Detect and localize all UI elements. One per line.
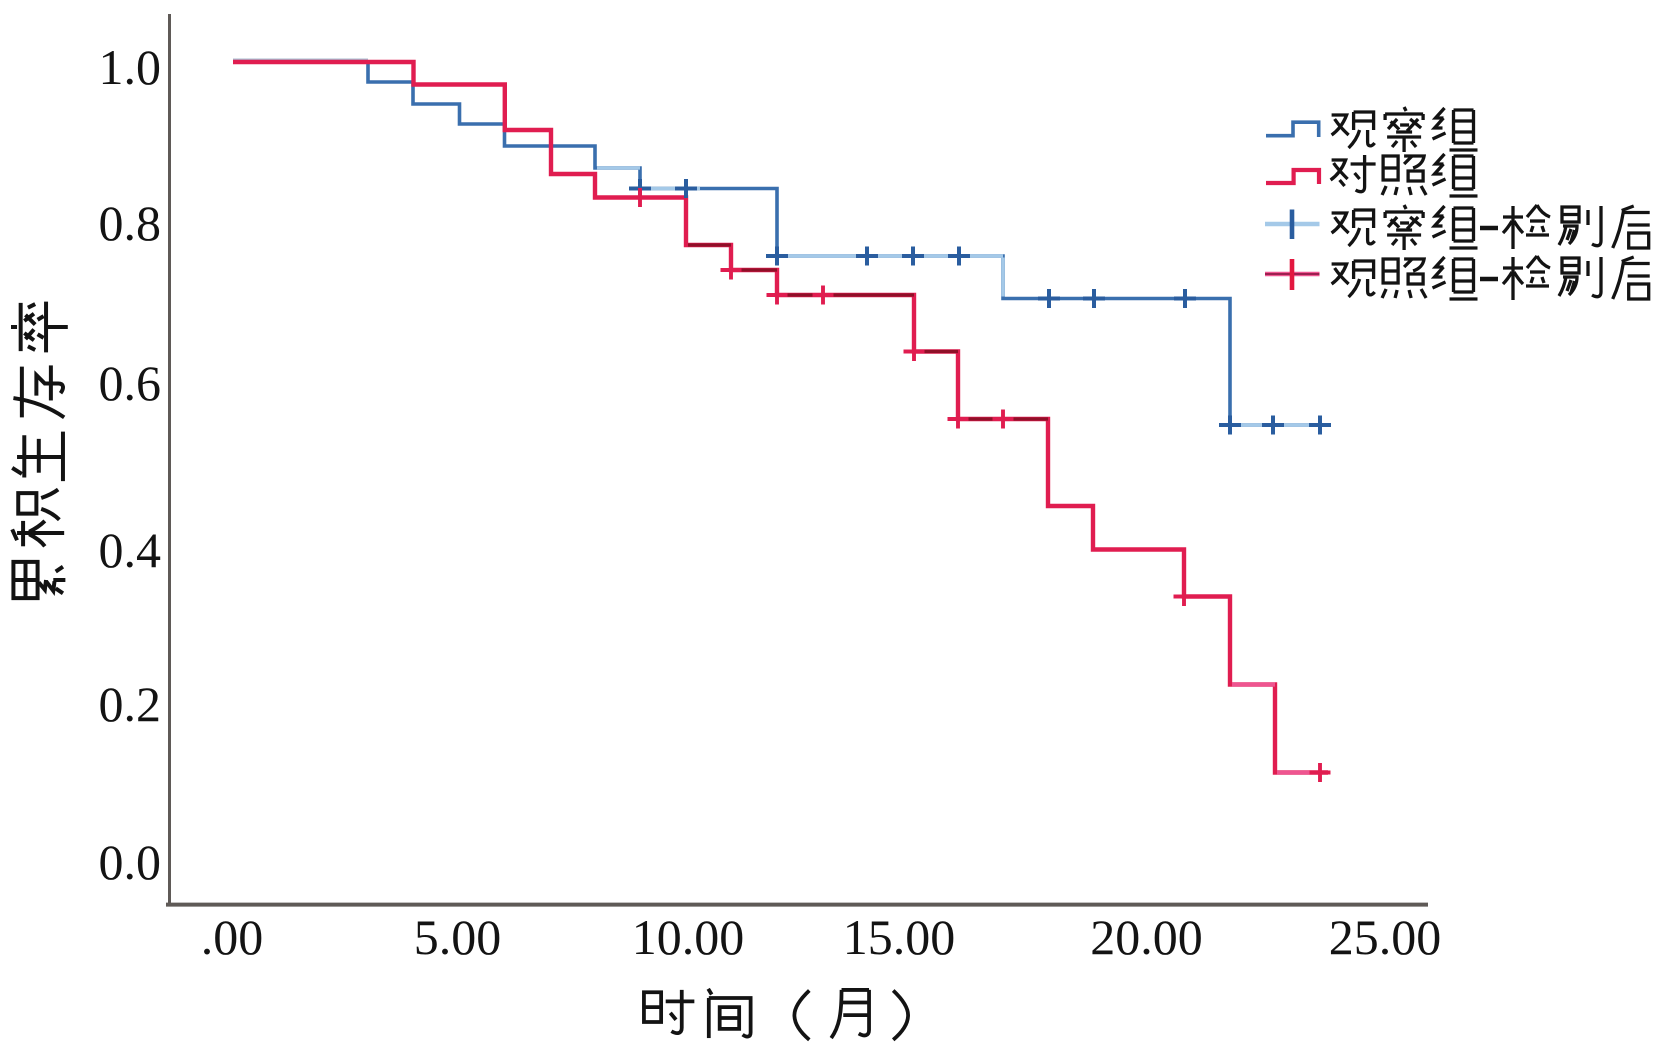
svg-text:5.00: 5.00: [414, 909, 502, 965]
svg-text:0.4: 0.4: [99, 522, 162, 578]
svg-text:0.2: 0.2: [99, 676, 162, 732]
svg-text:15.00: 15.00: [843, 909, 956, 965]
svg-text:0.8: 0.8: [99, 195, 162, 251]
svg-text:.00: .00: [201, 909, 264, 965]
svg-text:1.0: 1.0: [99, 39, 162, 95]
svg-text:25.00: 25.00: [1329, 909, 1442, 965]
svg-text:0.0: 0.0: [99, 834, 162, 890]
svg-text:0.6: 0.6: [99, 355, 162, 411]
svg-text:20.00: 20.00: [1090, 909, 1203, 965]
svg-text:10.00: 10.00: [632, 909, 745, 965]
